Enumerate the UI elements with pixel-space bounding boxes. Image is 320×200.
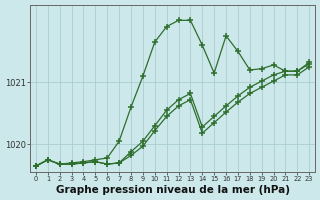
X-axis label: Graphe pression niveau de la mer (hPa): Graphe pression niveau de la mer (hPa) xyxy=(56,185,290,195)
